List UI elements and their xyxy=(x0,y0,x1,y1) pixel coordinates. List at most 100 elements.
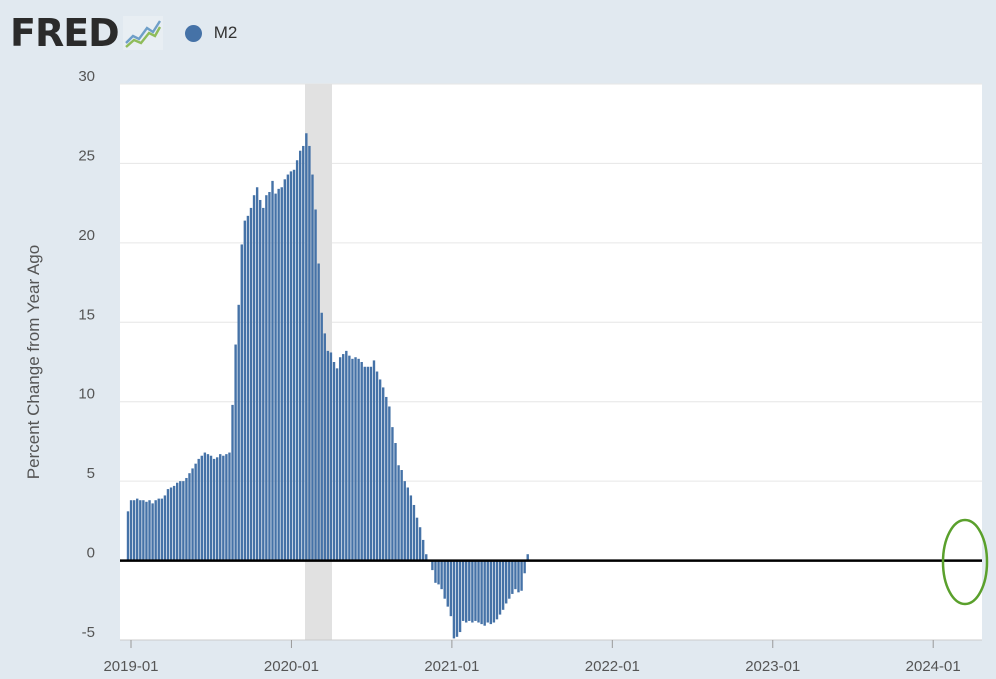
bar xyxy=(255,187,259,561)
bar xyxy=(126,511,130,561)
bar xyxy=(415,517,419,561)
bar xyxy=(391,427,394,561)
bar xyxy=(517,560,520,593)
bar xyxy=(326,350,330,561)
bar xyxy=(185,477,188,561)
bar xyxy=(145,501,148,561)
bar xyxy=(280,187,283,561)
bar xyxy=(504,560,508,604)
bar xyxy=(215,457,219,561)
x-tick-label: 2022-01 xyxy=(585,658,640,675)
bar xyxy=(394,443,397,561)
x-tick-label: 2024-01 xyxy=(906,658,961,675)
bar xyxy=(412,504,416,561)
bar xyxy=(317,263,320,561)
bar xyxy=(480,560,483,625)
bar xyxy=(286,174,290,561)
bar xyxy=(471,560,474,623)
bar xyxy=(332,362,336,561)
bar xyxy=(136,498,139,561)
bar xyxy=(369,366,373,561)
bar xyxy=(461,560,465,621)
bar xyxy=(228,452,231,561)
bar xyxy=(295,160,299,561)
bar xyxy=(182,481,185,561)
bar xyxy=(449,560,453,617)
bar xyxy=(434,560,437,583)
bar xyxy=(234,344,237,561)
bar xyxy=(511,560,514,594)
bar xyxy=(157,498,160,561)
bar xyxy=(298,150,302,561)
bar xyxy=(142,500,145,561)
bar xyxy=(508,560,511,599)
bar-series-m2 xyxy=(126,133,529,639)
bar xyxy=(163,495,167,561)
y-axis-label: Percent Change from Year Ago xyxy=(24,245,43,479)
bar xyxy=(400,470,403,561)
bar xyxy=(348,355,351,561)
bar xyxy=(520,560,523,591)
bar xyxy=(338,357,342,561)
bar xyxy=(498,560,502,615)
bar xyxy=(176,482,179,561)
y-tick-label: 25 xyxy=(78,147,95,164)
bar xyxy=(268,192,271,561)
bar xyxy=(305,133,308,561)
bar xyxy=(489,560,493,625)
bar xyxy=(514,560,517,590)
bar xyxy=(351,358,354,561)
bar xyxy=(345,350,348,561)
y-tick-label: 30 xyxy=(78,68,95,85)
bar xyxy=(172,485,176,561)
y-tick-label: -5 xyxy=(82,624,95,641)
bar xyxy=(440,560,443,590)
bar xyxy=(200,455,203,561)
bar xyxy=(169,487,173,561)
y-tick-label: 5 xyxy=(87,465,95,482)
legend-label: M2 xyxy=(213,23,238,42)
x-tick-label: 2023-01 xyxy=(745,658,800,675)
bar xyxy=(206,454,210,561)
bar xyxy=(197,458,200,561)
bar xyxy=(225,454,228,561)
bar xyxy=(418,527,422,561)
bar xyxy=(458,560,462,633)
bar xyxy=(302,145,305,561)
bar xyxy=(212,458,216,561)
bar xyxy=(388,406,391,561)
bar xyxy=(357,358,360,561)
bar xyxy=(252,195,256,561)
bar xyxy=(465,560,468,623)
bar xyxy=(314,209,317,561)
bar xyxy=(483,560,486,626)
bar xyxy=(243,220,247,561)
bar xyxy=(194,463,197,561)
bar xyxy=(151,503,154,561)
bar xyxy=(486,560,489,623)
bar xyxy=(378,379,382,561)
fred-logo[interactable]: FRED xyxy=(10,11,120,55)
highlight-ellipse xyxy=(941,518,989,606)
bar xyxy=(292,169,296,561)
bar xyxy=(443,560,446,599)
bar xyxy=(523,560,526,574)
bar xyxy=(231,404,234,561)
bar xyxy=(209,455,213,561)
bar xyxy=(219,454,222,561)
plot-area xyxy=(120,84,982,640)
bar xyxy=(308,145,311,561)
bar xyxy=(160,498,164,561)
bar xyxy=(179,481,182,561)
bar xyxy=(129,500,133,561)
bar xyxy=(372,360,376,561)
bar xyxy=(492,560,496,623)
bar xyxy=(421,539,425,561)
legend[interactable]: M2 xyxy=(184,23,238,43)
bar xyxy=(203,452,207,561)
bar xyxy=(477,560,480,623)
bar xyxy=(455,560,459,637)
bar xyxy=(132,500,136,561)
y-tick-label: 0 xyxy=(87,545,95,562)
